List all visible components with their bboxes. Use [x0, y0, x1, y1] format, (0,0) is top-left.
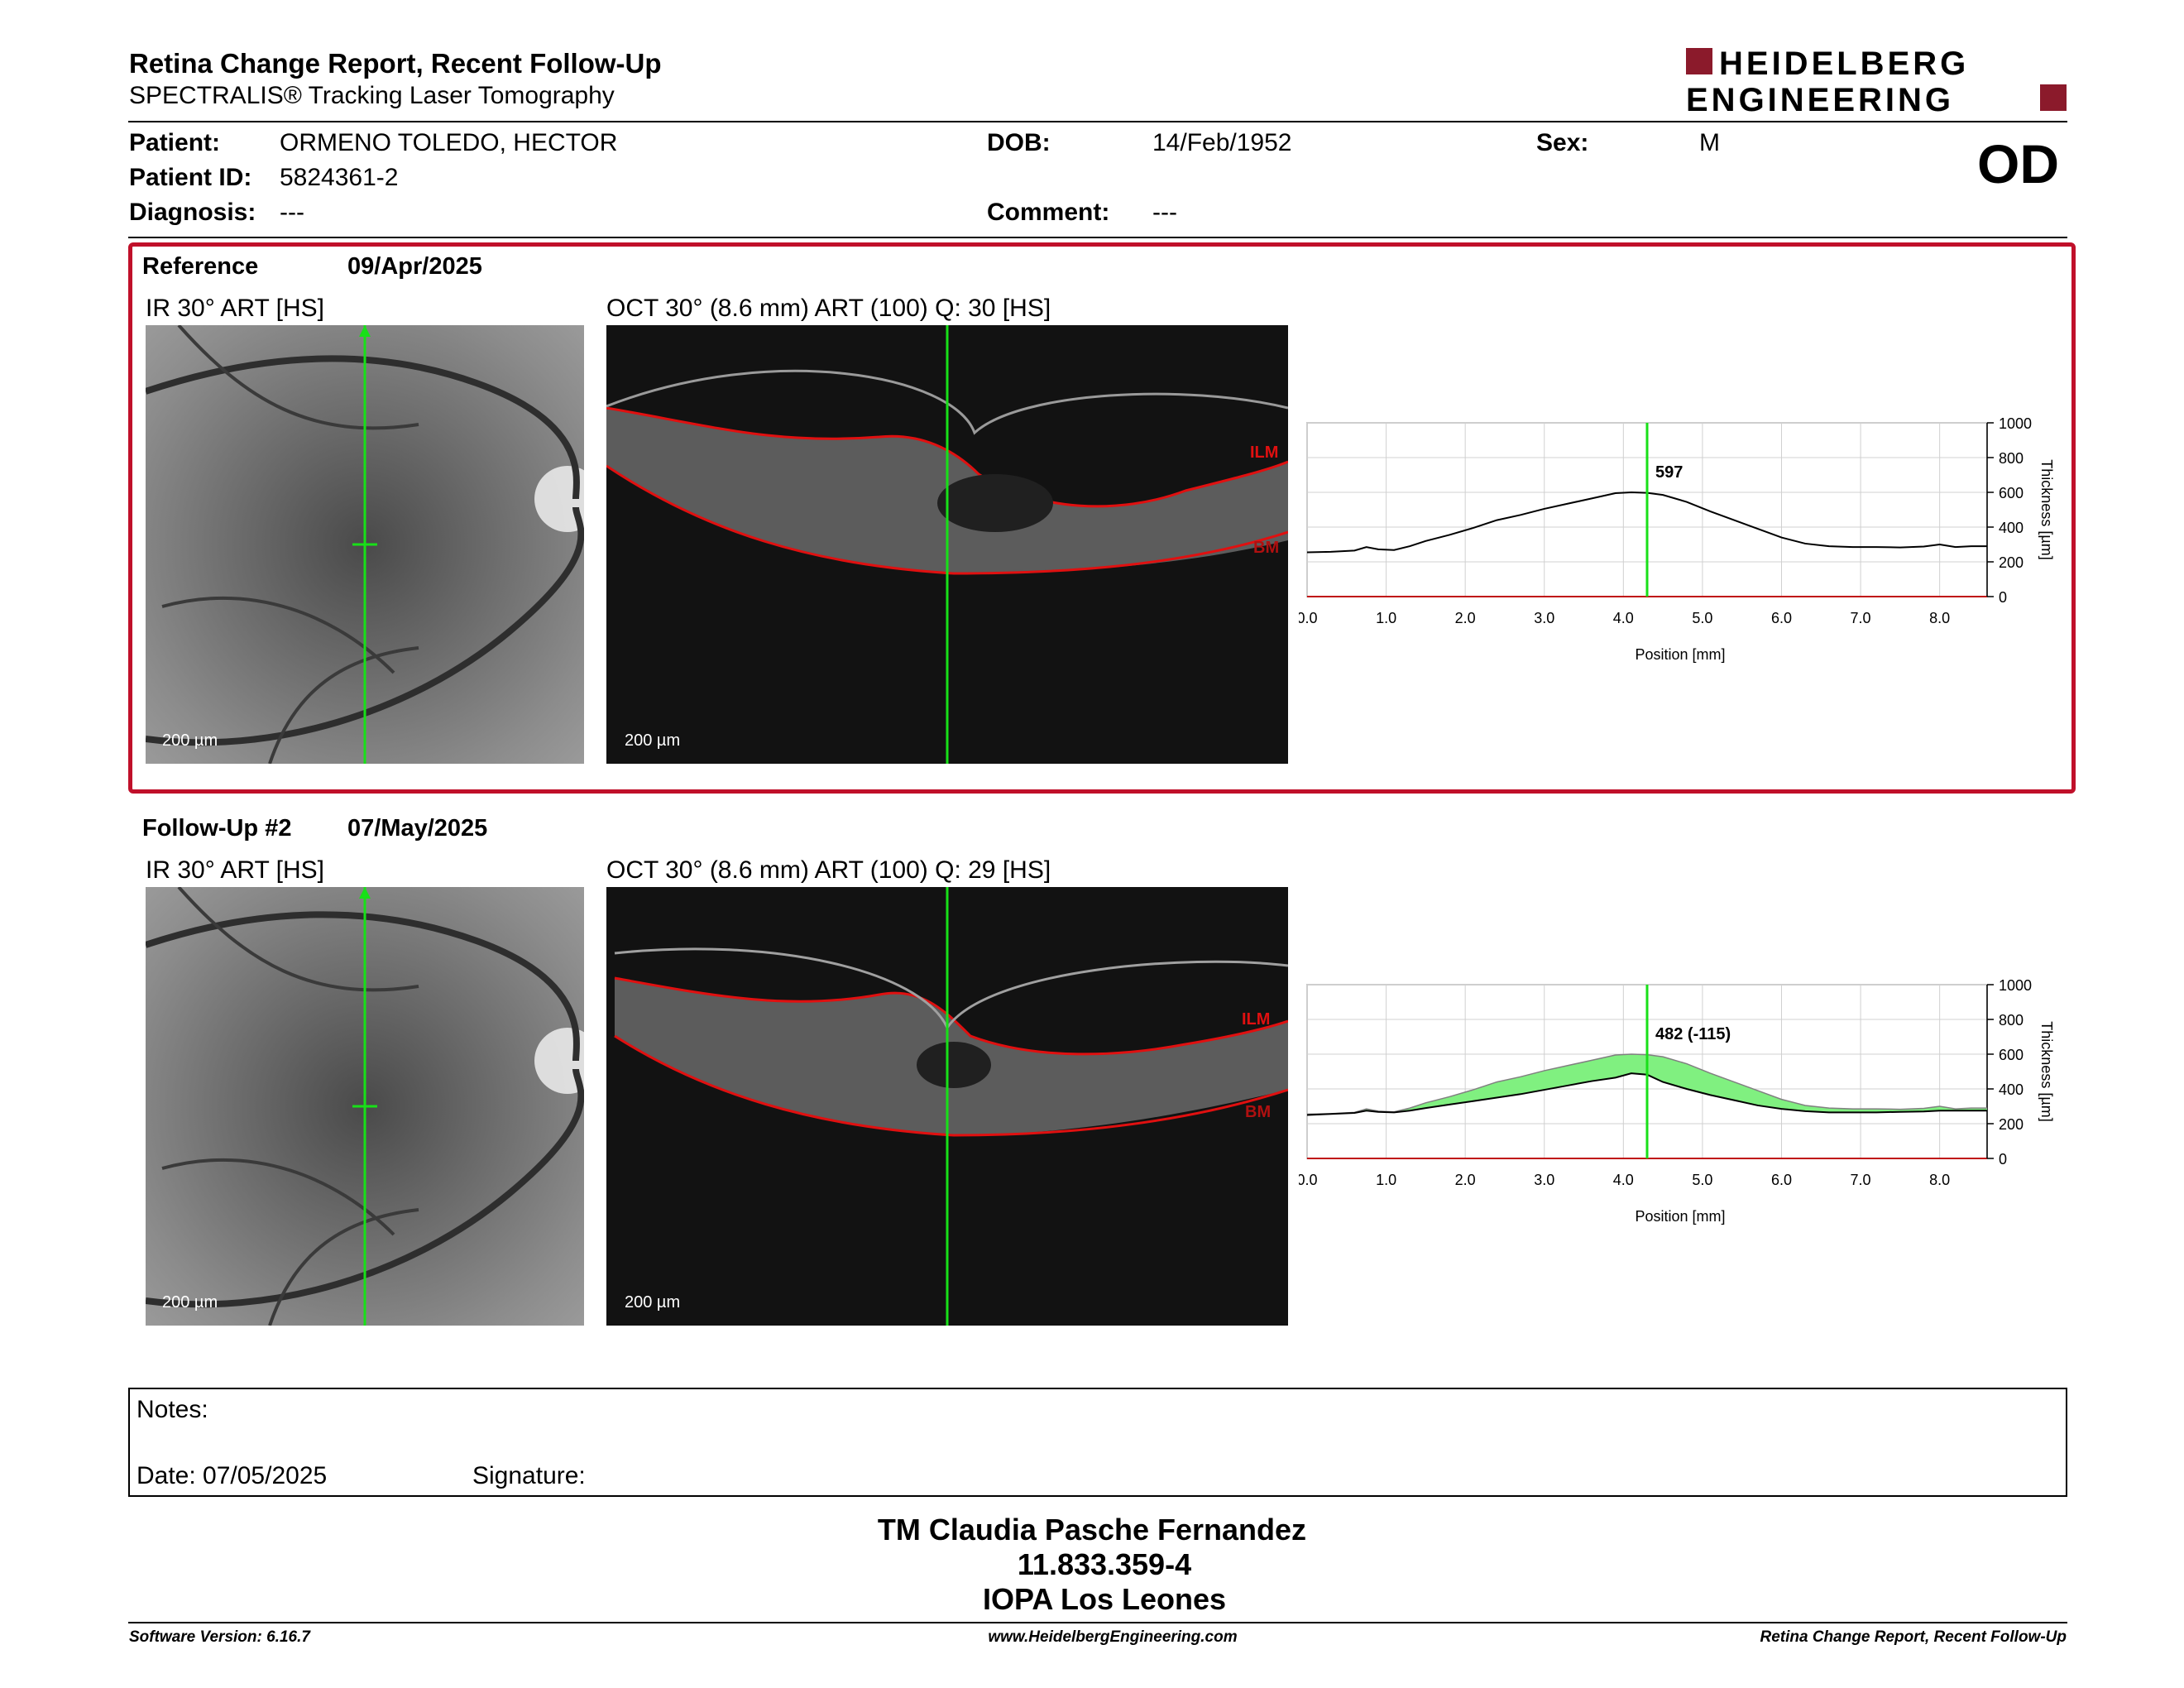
reference-chart-x-axis-label: Position [mm] [1635, 646, 1725, 663]
followup-oct-scale: 200 µm [625, 1293, 681, 1312]
heidelberg-logo: HEIDELBERG ENGINEERING [1686, 46, 2067, 117]
reference-oct-scale: 200 µm [625, 731, 681, 750]
reference-chart-y-tick-label: 1000 [1999, 415, 2032, 432]
reference-date: 09/Apr/2025 [347, 253, 482, 280]
notes-label: Notes: [136, 1396, 208, 1423]
reference-chart-y-axis-label: Thickness [µm] [2038, 459, 2055, 559]
logo-line2: ENGINEERING [1686, 82, 1954, 117]
followup-chart-x-tick-label: 7.0 [1851, 1172, 1871, 1188]
followup-chart-y-tick-label: 1000 [1999, 977, 2032, 994]
reference-label: Reference [142, 253, 259, 280]
footer-report-name: Retina Change Report, Recent Follow-Up [1760, 1628, 2067, 1646]
followup-chart-x-axis-label: Position [mm] [1635, 1208, 1725, 1225]
reference-chart-y-tick-label: 400 [1999, 520, 2024, 536]
patient-name: ORMENO TOLEDO, HECTOR [280, 129, 618, 156]
eye-indicator: OD [1977, 133, 2059, 194]
reference-oct-image[interactable]: ILM BM 200 µm [606, 325, 1288, 764]
signatory-id: 11.833.359-4 [1017, 1547, 1192, 1581]
reference-chart-y-tick-label: 600 [1999, 485, 2024, 501]
logo-line1: HEIDELBERG [1719, 46, 1969, 82]
reference-ilm-label: ILM [1250, 444, 1278, 462]
patient-label: Patient: [129, 129, 221, 156]
reference-oct-caption: OCT 30° (8.6 mm) ART (100) Q: 30 [HS] [606, 295, 1051, 322]
reference-chart-x-tick-label: 8.0 [1929, 610, 1950, 626]
reference-ir-image[interactable]: 200 µm [146, 325, 584, 764]
followup-ir-caption: IR 30° ART [HS] [146, 856, 324, 884]
reference-chart-x-tick-label: 5.0 [1692, 610, 1712, 626]
followup-bm-label: BM [1245, 1103, 1271, 1121]
comment-value: --- [1152, 199, 1177, 226]
followup-oct-image[interactable]: ILM BM 200 µm [606, 887, 1288, 1326]
software-version: Software Version: 6.16.7 [129, 1628, 310, 1646]
dob-label: DOB: [987, 129, 1051, 156]
reference-chart-x-tick-label: 6.0 [1771, 610, 1792, 626]
reference-chart-y-tick-label: 200 [1999, 554, 2024, 571]
followup-chart-x-tick-label: 1.0 [1376, 1172, 1396, 1188]
sex-label: Sex: [1536, 129, 1589, 156]
reference-chart-x-tick-label: 2.0 [1455, 610, 1476, 626]
followup-chart-x-tick-label: 5.0 [1692, 1172, 1712, 1188]
followup-chart-x-tick-label: 6.0 [1771, 1172, 1792, 1188]
followup-chart-reference-line [1306, 1053, 1987, 1115]
reference-frame [128, 242, 2076, 794]
reference-chart-x-tick-label: 1.0 [1376, 610, 1396, 626]
followup-chart-x-tick-label: 0.0 [1299, 1172, 1318, 1188]
reference-chart-x-tick-label: 7.0 [1851, 610, 1871, 626]
signatory-name: TM Claudia Pasche Fernandez [877, 1513, 1307, 1547]
signature-label: Signature: [472, 1462, 586, 1489]
signatory-org: IOPA Los Leones [982, 1582, 1227, 1616]
diagnosis-value: --- [280, 199, 304, 226]
followup-ir-scale: 200 µm [162, 1293, 218, 1312]
followup-chart-y-tick-label: 200 [1999, 1116, 2024, 1133]
reference-bm-label: BM [1253, 539, 1279, 557]
report-title: Retina Change Report, Recent Follow-Up [129, 48, 662, 79]
followup-chart-x-tick-label: 8.0 [1929, 1172, 1950, 1188]
report-subtitle: SPECTRALIS® Tracking Laser Tomography [129, 82, 615, 109]
reference-chart-y-tick-label: 0 [1999, 589, 2007, 606]
website-link[interactable]: www.HeidelbergEngineering.com [988, 1628, 1238, 1646]
patient-id-label: Patient ID: [129, 164, 252, 191]
followup-chart-y-tick-label: 800 [1999, 1012, 2024, 1029]
reference-ir-caption: IR 30° ART [HS] [146, 295, 324, 322]
reference-chart-x-tick-label: 3.0 [1534, 610, 1554, 626]
header-divider [128, 121, 2067, 122]
followup-chart-y-axis-label: Thickness [µm] [2038, 1021, 2055, 1121]
reference-ir-scale: 200 µm [162, 731, 218, 750]
followup-chart-y-tick-label: 0 [1999, 1151, 2007, 1168]
footer-divider [128, 1622, 2067, 1623]
reference-chart-x-tick-label: 0.0 [1299, 610, 1318, 626]
followup-thickness-chart: 0 200 400 600 800 1000 0.0 1.0 2.0 3.0 4.0 5.0 6.0 7.… [1299, 977, 2055, 1225]
followup-oct-caption: OCT 30° (8.6 mm) ART (100) Q: 29 [HS] [606, 856, 1051, 884]
patient-divider [128, 237, 2067, 238]
followup-chart-y-tick-label: 400 [1999, 1081, 2024, 1098]
dob-value: 14/Feb/1952 [1152, 129, 1292, 156]
notes-date: Date: 07/05/2025 [136, 1462, 328, 1489]
patient-id: 5824361-2 [280, 164, 399, 191]
diagnosis-label: Diagnosis: [129, 199, 256, 226]
followup-chart-followup-line [1306, 1072, 1987, 1116]
comment-label: Comment: [987, 199, 1110, 226]
followup-chart-y-tick-label: 600 [1999, 1047, 2024, 1063]
followup-chart-x-tick-label: 4.0 [1613, 1172, 1634, 1188]
reference-chart-y-tick-label: 800 [1999, 450, 2024, 467]
reference-chart-cursor-label: 597 [1655, 463, 1683, 482]
followup-chart-cursor-label: 482 (-115) [1655, 1025, 1731, 1043]
sex-value: M [1699, 129, 1720, 156]
reference-chart-x-tick-label: 4.0 [1613, 610, 1634, 626]
reference-thickness-chart: 0 200 400 600 800 1000 0.0 1.0 2.0 3.0 4.0 5.0 6.0 7.… [1299, 415, 2055, 663]
followup-chart-x-tick-label: 3.0 [1534, 1172, 1554, 1188]
followup-label: Follow-Up #2 [142, 815, 292, 842]
followup-chart-x-tick-label: 2.0 [1455, 1172, 1476, 1188]
followup-date: 07/May/2025 [347, 815, 488, 842]
reference-chart-thickness-line [1306, 491, 1987, 554]
followup-ir-image[interactable]: 200 µm [146, 887, 584, 1326]
followup-ilm-label: ILM [1242, 1010, 1270, 1029]
notes-box[interactable]: Notes: Date: 07/05/2025 Signature: [128, 1388, 2067, 1497]
